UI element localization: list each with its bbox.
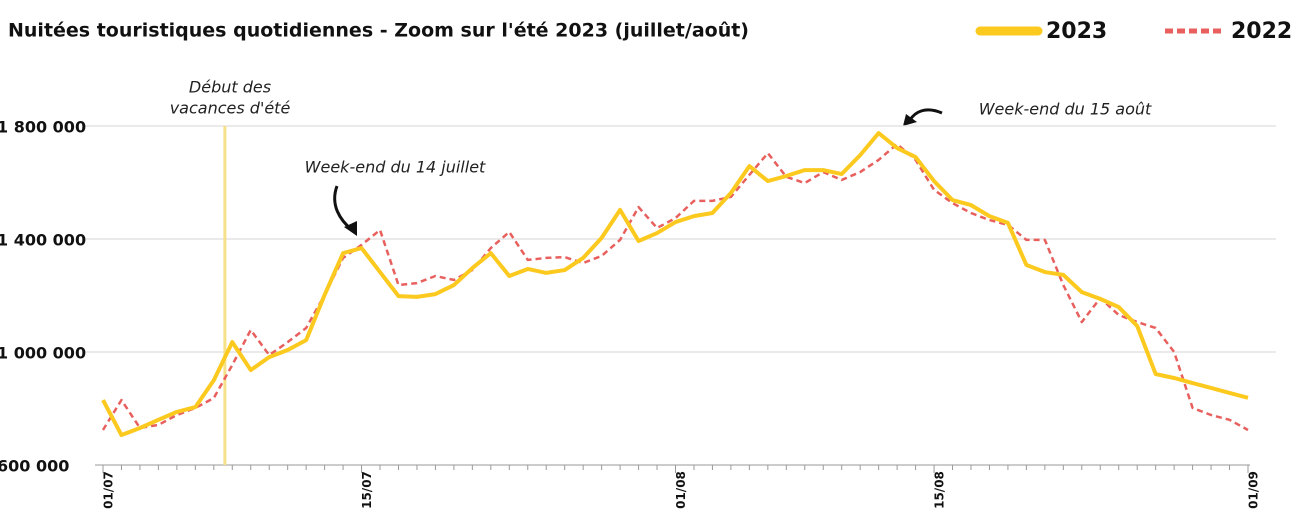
y-tick-label: 1 800 000 [0,118,86,137]
series-line [101,131,1249,438]
chart-title: Nuitées touristiques quotidiennes - Zoom… [8,20,749,42]
annotation-arrow [333,185,353,232]
annotation: vacances d'été [170,99,291,118]
annotation: Début des [189,78,271,97]
y-tick-label: 1 400 000 [0,231,86,250]
x-tick-label: 01/07 [102,471,116,509]
annotation-arrow-head [344,221,357,236]
annotation-arrow-head [903,114,917,126]
legend-label: 2022 [1231,19,1292,44]
x-tick-label: 15/07 [360,471,374,509]
series-line [101,142,1249,432]
legend-label: 2023 [1046,19,1107,44]
y-tick-label: 600 000 [0,457,69,476]
y-tick-label: 1 000 000 [0,344,86,363]
annotation-arrow [908,108,943,121]
annotation: Week-end du 14 juillet [305,158,486,177]
x-tick-label: 01/09 [1247,471,1261,509]
legend: 2023 2022 [975,19,1292,44]
x-tick-label: 15/08 [933,471,947,509]
x-tick-label: 01/08 [674,471,688,509]
annotation: Week-end du 15 août [979,100,1152,119]
